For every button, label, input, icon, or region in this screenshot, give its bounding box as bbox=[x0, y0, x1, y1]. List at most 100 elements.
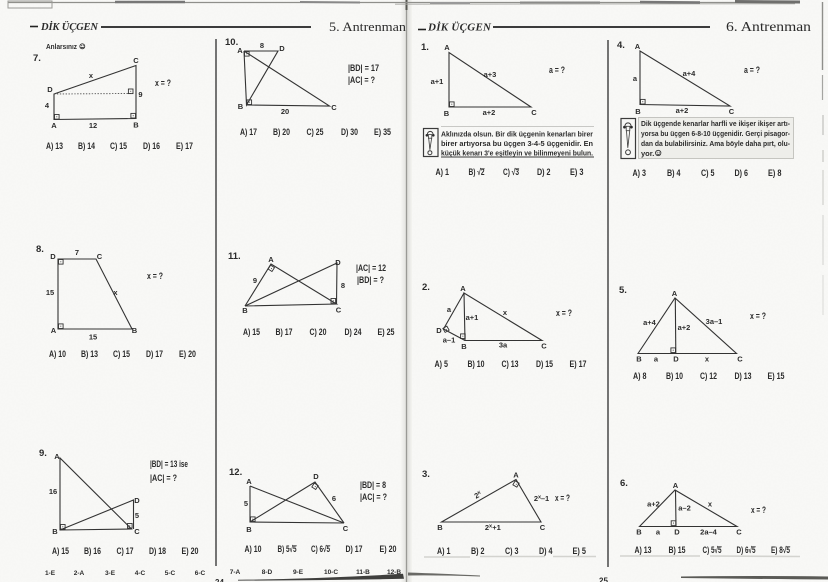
svg-text:A: A bbox=[635, 42, 641, 51]
svg-text:E) 8√5: E) 8√5 bbox=[771, 545, 790, 555]
svg-text:x: x bbox=[708, 500, 713, 509]
svg-text:8: 8 bbox=[260, 41, 264, 50]
svg-text:D) 6√5: D) 6√5 bbox=[737, 545, 756, 555]
svg-text:C: C bbox=[540, 523, 546, 532]
svg-text:12: 12 bbox=[89, 121, 97, 130]
svg-text:C: C bbox=[134, 527, 140, 536]
svg-text:B: B bbox=[636, 528, 642, 537]
svg-text:4-C: 4-C bbox=[135, 570, 146, 577]
svg-text:D: D bbox=[436, 326, 442, 335]
svg-text:|AC| = ?: |AC| = ? bbox=[348, 75, 375, 85]
svg-text:2: 2 bbox=[534, 494, 538, 503]
svg-text:C) √3: C) √3 bbox=[503, 167, 519, 177]
svg-text:E) 15: E) 15 bbox=[768, 371, 785, 381]
svg-text:D: D bbox=[50, 252, 56, 261]
svg-text:a: a bbox=[447, 305, 452, 314]
svg-text:a: a bbox=[654, 355, 659, 364]
svg-text:C) 3: C) 3 bbox=[505, 546, 519, 556]
svg-text:C: C bbox=[331, 103, 337, 112]
svg-text:a+1: a+1 bbox=[466, 313, 479, 322]
svg-text:C: C bbox=[336, 306, 342, 315]
svg-text:A) 8: A) 8 bbox=[633, 371, 647, 381]
svg-text:E) 5: E) 5 bbox=[573, 546, 587, 556]
svg-text:5.: 5. bbox=[619, 285, 627, 296]
svg-text:D) 30: D) 30 bbox=[341, 127, 358, 137]
svg-text:A) 5: A) 5 bbox=[435, 359, 449, 369]
svg-text:A: A bbox=[673, 481, 679, 490]
svg-text:D) 6: D) 6 bbox=[735, 168, 749, 178]
svg-text:a+3: a+3 bbox=[484, 70, 497, 79]
svg-text:5: 5 bbox=[244, 499, 248, 508]
svg-text:15: 15 bbox=[46, 288, 54, 297]
svg-text:x = ?: x = ? bbox=[155, 78, 171, 88]
svg-text:E) 20: E) 20 bbox=[179, 349, 196, 359]
svg-text:B) 14: B) 14 bbox=[78, 141, 95, 151]
svg-text:3a: 3a bbox=[499, 341, 508, 350]
svg-text:C) 5: C) 5 bbox=[701, 168, 715, 178]
svg-text:7.: 7. bbox=[33, 53, 41, 64]
svg-text:x: x bbox=[489, 523, 493, 529]
svg-text:x = ?: x = ? bbox=[556, 308, 572, 318]
svg-text:8.: 8. bbox=[36, 244, 44, 255]
svg-text:9-E: 9-E bbox=[293, 569, 304, 576]
svg-text:dan da bulabilirsiniz. Ama böy: dan da bulabilirsiniz. Ama böyle daha pı… bbox=[641, 139, 790, 148]
svg-text:D) 16: D) 16 bbox=[143, 141, 160, 151]
svg-text:12-B: 12-B bbox=[387, 569, 401, 576]
svg-text:|BD| = 8: |BD| = 8 bbox=[360, 480, 386, 490]
svg-text:B) 4: B) 4 bbox=[667, 168, 681, 178]
svg-text:D: D bbox=[674, 528, 680, 537]
svg-text:B: B bbox=[246, 525, 252, 534]
svg-text:C) 5√5: C) 5√5 bbox=[703, 545, 722, 555]
svg-text:B) 15: B) 15 bbox=[669, 545, 686, 555]
svg-text:E) 17: E) 17 bbox=[570, 359, 587, 369]
svg-text:a+2: a+2 bbox=[647, 500, 660, 509]
svg-text:B) 5√5: B) 5√5 bbox=[278, 544, 297, 554]
svg-text:C: C bbox=[737, 355, 743, 364]
svg-text:A) 17: A) 17 bbox=[240, 127, 257, 137]
svg-text:x: x bbox=[538, 494, 542, 500]
svg-text:A) 15: A) 15 bbox=[52, 546, 69, 556]
svg-text:10.: 10. bbox=[225, 37, 238, 48]
svg-text:16: 16 bbox=[49, 487, 57, 496]
svg-text:E) 17: E) 17 bbox=[176, 141, 193, 151]
svg-text:9.: 9. bbox=[39, 448, 47, 459]
svg-text:9: 9 bbox=[138, 90, 142, 99]
svg-text:x: x bbox=[476, 489, 482, 496]
svg-text:E) 20: E) 20 bbox=[182, 546, 199, 556]
svg-text:D) 2: D) 2 bbox=[537, 167, 551, 177]
svg-text:B: B bbox=[444, 109, 450, 118]
svg-text:a+1: a+1 bbox=[431, 77, 444, 86]
svg-text:C: C bbox=[133, 56, 139, 65]
svg-text:11.: 11. bbox=[228, 251, 241, 262]
svg-text:a–2: a–2 bbox=[678, 504, 691, 513]
svg-text:1.: 1. bbox=[421, 42, 429, 53]
svg-text:2: 2 bbox=[473, 491, 481, 501]
svg-text:x = ?: x = ? bbox=[147, 271, 163, 281]
svg-text:C) 17: C) 17 bbox=[117, 546, 134, 556]
svg-text:B: B bbox=[52, 527, 58, 536]
svg-text:B) 10: B) 10 bbox=[468, 359, 485, 369]
svg-text:x: x bbox=[503, 308, 508, 317]
svg-text:D) 24: D) 24 bbox=[345, 327, 362, 337]
svg-text:20: 20 bbox=[281, 107, 289, 116]
svg-text:A) 13: A) 13 bbox=[635, 545, 652, 555]
svg-text:a = ?: a = ? bbox=[549, 65, 565, 75]
svg-text:+1: +1 bbox=[492, 523, 501, 532]
svg-text:B: B bbox=[461, 342, 467, 351]
svg-text:x: x bbox=[113, 288, 118, 297]
svg-text:5: 5 bbox=[135, 511, 139, 520]
svg-text:A) 1: A) 1 bbox=[436, 167, 450, 177]
svg-text:D: D bbox=[335, 258, 341, 267]
svg-text:B) 2: B) 2 bbox=[471, 546, 485, 556]
svg-text:C) 25: C) 25 bbox=[307, 127, 324, 137]
svg-text:A: A bbox=[444, 43, 450, 52]
svg-text:B: B bbox=[238, 102, 244, 111]
svg-text:3.: 3. bbox=[422, 469, 430, 480]
svg-text:a+2: a+2 bbox=[678, 323, 691, 332]
svg-text:5. Antrenman: 5. Antrenman bbox=[329, 20, 407, 34]
svg-text:A: A bbox=[51, 121, 57, 130]
svg-text:4: 4 bbox=[45, 101, 50, 110]
svg-text:2.: 2. bbox=[422, 282, 430, 293]
svg-text:D) 18: D) 18 bbox=[149, 546, 166, 556]
svg-text:B) 17: B) 17 bbox=[276, 327, 293, 337]
